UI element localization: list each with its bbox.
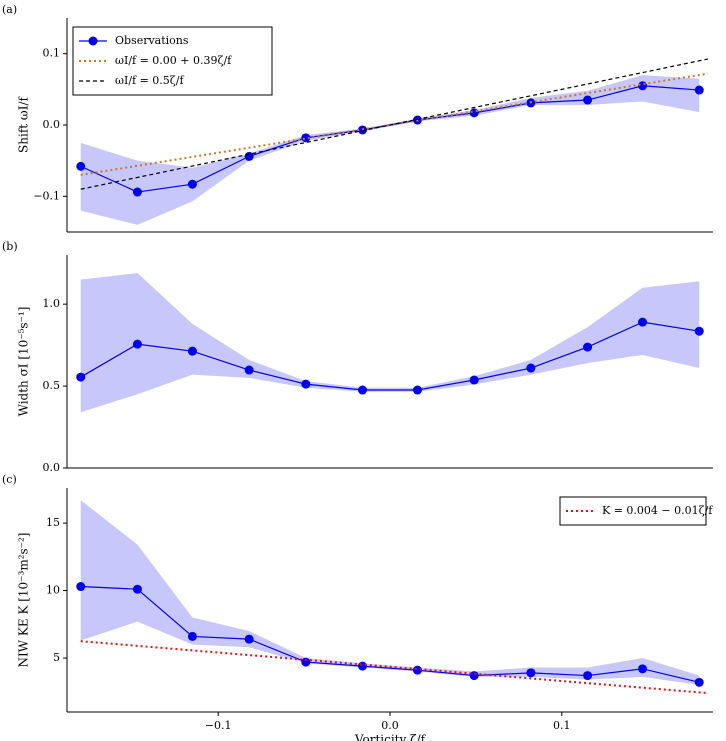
data-point <box>132 187 142 197</box>
legend-box <box>559 496 707 526</box>
data-point <box>638 664 648 674</box>
panel-label: (c) <box>2 473 17 486</box>
y-tick-label: 0.5 <box>43 379 61 392</box>
y-tick-label: 0.1 <box>43 47 61 60</box>
data-point <box>76 582 86 592</box>
data-point <box>694 85 704 95</box>
data-point <box>583 95 593 105</box>
legend-marker <box>88 36 98 46</box>
data-point <box>638 317 648 327</box>
data-point <box>187 631 197 641</box>
legend-label: ωI/f = 0.5ζ/f <box>115 74 184 87</box>
y-tick-label: 5 <box>53 651 60 664</box>
x-tick-label: −0.1 <box>205 719 232 732</box>
data-point <box>301 133 311 143</box>
panel-label: (a) <box>2 3 17 16</box>
data-point <box>526 668 536 678</box>
y-axis-label: Shift ωI/f <box>17 96 31 153</box>
uncertainty-band <box>80 75 700 225</box>
data-point <box>694 677 704 687</box>
y-tick-label: 1.0 <box>43 297 61 310</box>
data-point <box>412 385 422 395</box>
data-point <box>301 379 311 389</box>
x-tick-label: 0.0 <box>381 719 399 732</box>
data-point <box>358 661 368 671</box>
data-point <box>526 363 536 373</box>
data-point <box>469 375 479 385</box>
data-point <box>76 372 86 382</box>
legend-label: ωI/f = 0.00 + 0.39ζ/f <box>115 54 232 67</box>
data-point <box>244 634 254 644</box>
data-point <box>694 326 704 336</box>
y-tick-label: −0.1 <box>33 189 60 202</box>
series-line <box>80 58 708 190</box>
y-tick-label: 15 <box>46 516 60 529</box>
legend-label: Observations <box>115 34 189 47</box>
data-point <box>469 671 479 681</box>
data-point <box>358 385 368 395</box>
y-tick-label: 0.0 <box>43 118 61 131</box>
y-tick-label: 10 <box>46 584 60 597</box>
series-line <box>80 72 709 176</box>
y-tick-label: 0.0 <box>43 461 61 474</box>
data-point <box>187 179 197 189</box>
data-point <box>583 671 593 681</box>
panel-label: (b) <box>2 240 18 253</box>
data-point <box>638 81 648 91</box>
legend-box <box>72 26 273 96</box>
data-point <box>583 342 593 352</box>
y-axis-label: NIW KE K [10⁻³m²s⁻²] <box>17 533 31 668</box>
series-line <box>80 585 700 683</box>
data-point <box>132 584 142 594</box>
series-line <box>80 321 700 391</box>
data-point <box>244 365 254 375</box>
data-point <box>132 339 142 349</box>
legend-label: K = 0.004 − 0.01ζ/f <box>602 504 713 517</box>
data-point <box>301 657 311 667</box>
uncertainty-band <box>80 273 700 413</box>
data-point <box>187 346 197 356</box>
uncertainty-band <box>80 500 700 686</box>
y-axis-label: Width σI [10⁻⁵s⁻¹] <box>17 307 31 417</box>
x-tick-label: 0.1 <box>553 719 571 732</box>
x-axis-label: Vorticity ζ/f <box>354 733 427 741</box>
data-point <box>76 161 86 171</box>
